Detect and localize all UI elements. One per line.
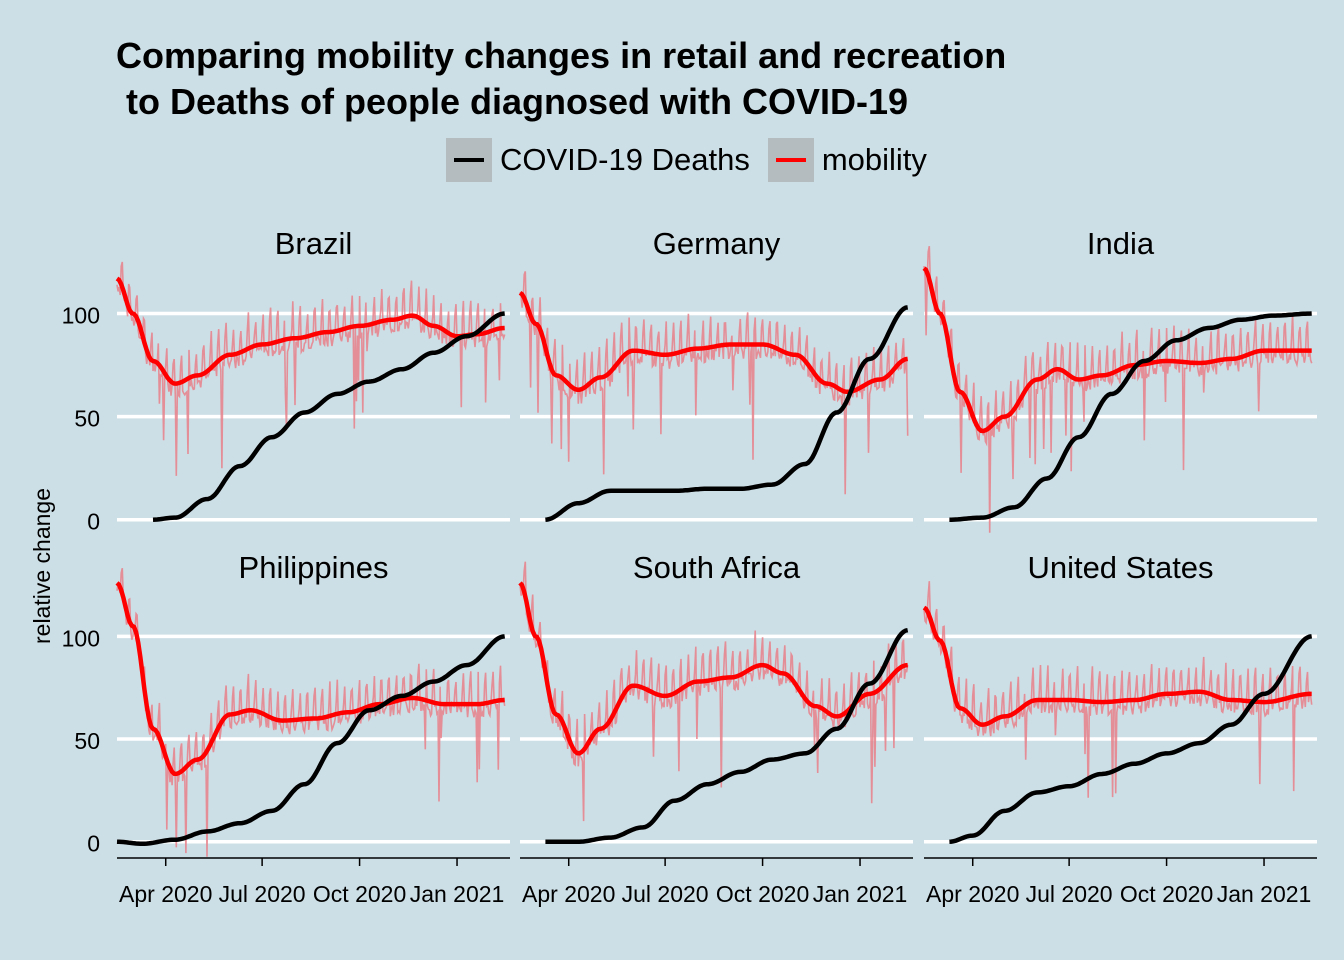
mobility-raw-line [519, 271, 909, 495]
x-tick-label: Jul 2020 [622, 881, 709, 907]
x-tick-label: Apr 2020 [926, 881, 1019, 907]
x-tick-label: Apr 2020 [119, 881, 212, 907]
deaths-line [116, 634, 506, 847]
chart-title-line-1: Comparing mobility changes in retail and… [116, 35, 1007, 76]
mobility-raw-line [923, 581, 1313, 798]
x-tick-label: Jul 2020 [219, 881, 306, 907]
chart-title-line-2: to Deaths of people diagnosed with COVID… [116, 81, 909, 122]
legend: COVID-19 Deaths mobility [446, 138, 945, 182]
x-tick-label: Oct 2020 [716, 881, 809, 907]
mobility-smooth-line [518, 581, 908, 756]
mobility-smooth-line [115, 276, 505, 386]
facet-label: United States [1027, 550, 1213, 585]
deaths-line [949, 311, 1312, 522]
y-tick-label: 50 [74, 728, 100, 754]
x-tick-label: Jan 2021 [1217, 881, 1312, 907]
y-axis-title: relative change [29, 488, 55, 644]
x-tick-label: Jan 2021 [410, 881, 505, 907]
mobility-smooth-line [922, 605, 1312, 727]
x-tick-label: Jul 2020 [1026, 881, 1113, 907]
mobility-smooth-line [922, 266, 1312, 434]
y-tick-label: 100 [62, 303, 100, 329]
y-tick-label: 100 [62, 625, 100, 651]
deaths-line [545, 305, 909, 522]
y-tick-label: 50 [74, 406, 100, 432]
legend-label-mobility: mobility [821, 142, 927, 177]
facet-label: India [1087, 226, 1155, 261]
mobility-raw-line [116, 568, 506, 857]
deaths-line [545, 627, 909, 844]
facet-label: Brazil [275, 226, 353, 261]
facet-label: Philippines [239, 550, 389, 585]
facet-label: Germany [653, 226, 781, 261]
mobility-smooth-line [518, 291, 909, 395]
mobility-raw-line [923, 246, 1313, 533]
mobility-legend-icon [767, 138, 814, 182]
x-tick-label: Oct 2020 [313, 881, 406, 907]
deaths-line [152, 311, 505, 522]
x-tick-label: Apr 2020 [522, 881, 615, 907]
deaths-legend-icon [446, 138, 492, 182]
x-tick-label: Oct 2020 [1120, 881, 1213, 907]
y-tick-label: 0 [87, 509, 100, 535]
legend-label-deaths: COVID-19 Deaths [500, 142, 750, 177]
facet-label: South Africa [633, 550, 801, 585]
mobility-smooth-line [115, 581, 505, 777]
deaths-line [949, 634, 1313, 844]
x-tick-label: Jan 2021 [813, 881, 908, 907]
y-tick-label: 0 [87, 831, 100, 857]
mobility-raw-line [116, 261, 506, 476]
